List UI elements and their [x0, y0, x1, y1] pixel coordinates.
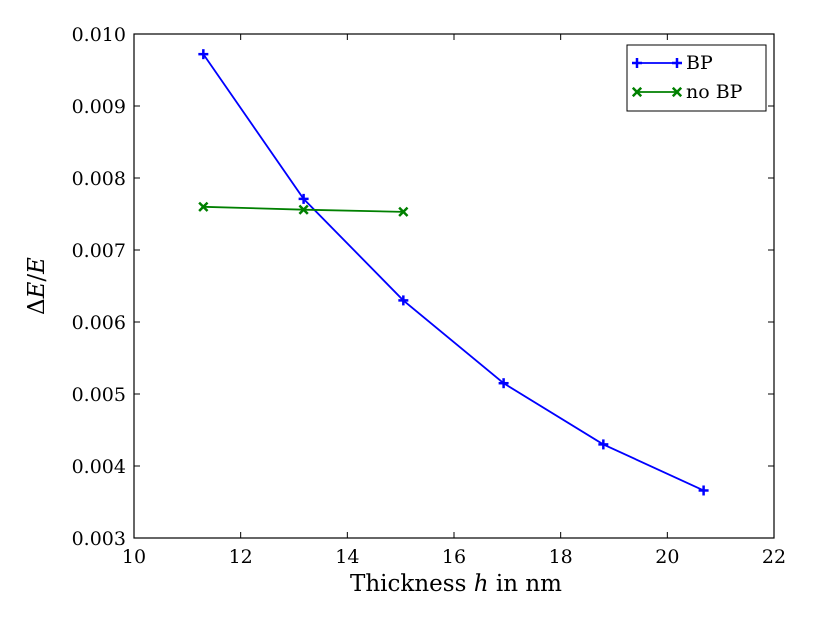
legend-marker	[672, 58, 682, 68]
data-point-bp	[298, 193, 309, 204]
x-tick-label: 22	[762, 546, 786, 568]
y-tick-label: 0.010	[72, 24, 126, 46]
legend-marker	[631, 86, 643, 98]
data-point-bp	[198, 49, 209, 60]
data-point-no-bp	[298, 204, 309, 215]
x-tick-label: 14	[335, 546, 359, 568]
legend-label: no BP	[686, 81, 743, 103]
y-axis-label: ΔE/E	[24, 257, 50, 315]
data-point-bp	[598, 439, 609, 450]
legend-item-bp: BP	[632, 52, 713, 74]
x-tick-label: 18	[549, 546, 573, 568]
y-tick-label: 0.004	[72, 456, 126, 478]
marker-stroke	[398, 206, 409, 217]
legend-marker	[671, 86, 683, 98]
marker-stroke	[671, 86, 683, 98]
series-line-bp	[202, 53, 704, 492]
y-tick-label: 0.007	[72, 240, 126, 262]
x-tick-label: 12	[229, 546, 253, 568]
legend-label: BP	[686, 52, 713, 74]
legend: BP no BP	[626, 44, 767, 112]
legend-box	[626, 44, 767, 112]
marker-stroke	[198, 201, 209, 212]
plot-area	[198, 49, 709, 496]
y-tick-label: 0.009	[72, 96, 126, 118]
data-point-bp	[398, 295, 409, 306]
x-axis-label: Thickness h in nm	[350, 571, 562, 597]
y-tick-label: 0.006	[72, 312, 126, 334]
legend-marker	[632, 58, 642, 68]
x-tick-label: 20	[655, 546, 679, 568]
data-point-bp	[498, 378, 509, 389]
marker-stroke	[631, 86, 643, 98]
data-point-no-bp	[198, 201, 209, 212]
legend-item-no-bp: no BP	[631, 81, 743, 103]
data-point-no-bp	[398, 206, 409, 217]
x-tick-label: 10	[122, 546, 146, 568]
marker-stroke	[298, 204, 309, 215]
y-tick-label: 0.008	[72, 168, 126, 190]
y-tick-label: 0.005	[72, 384, 126, 406]
axes: 10 12 14 16 18 20 22 0.003 0.004 0.005 0.006 0.007 0…	[72, 24, 787, 568]
data-point-bp	[698, 485, 709, 496]
x-tick-label: 16	[442, 546, 466, 568]
y-tick-label: 0.003	[72, 528, 126, 550]
